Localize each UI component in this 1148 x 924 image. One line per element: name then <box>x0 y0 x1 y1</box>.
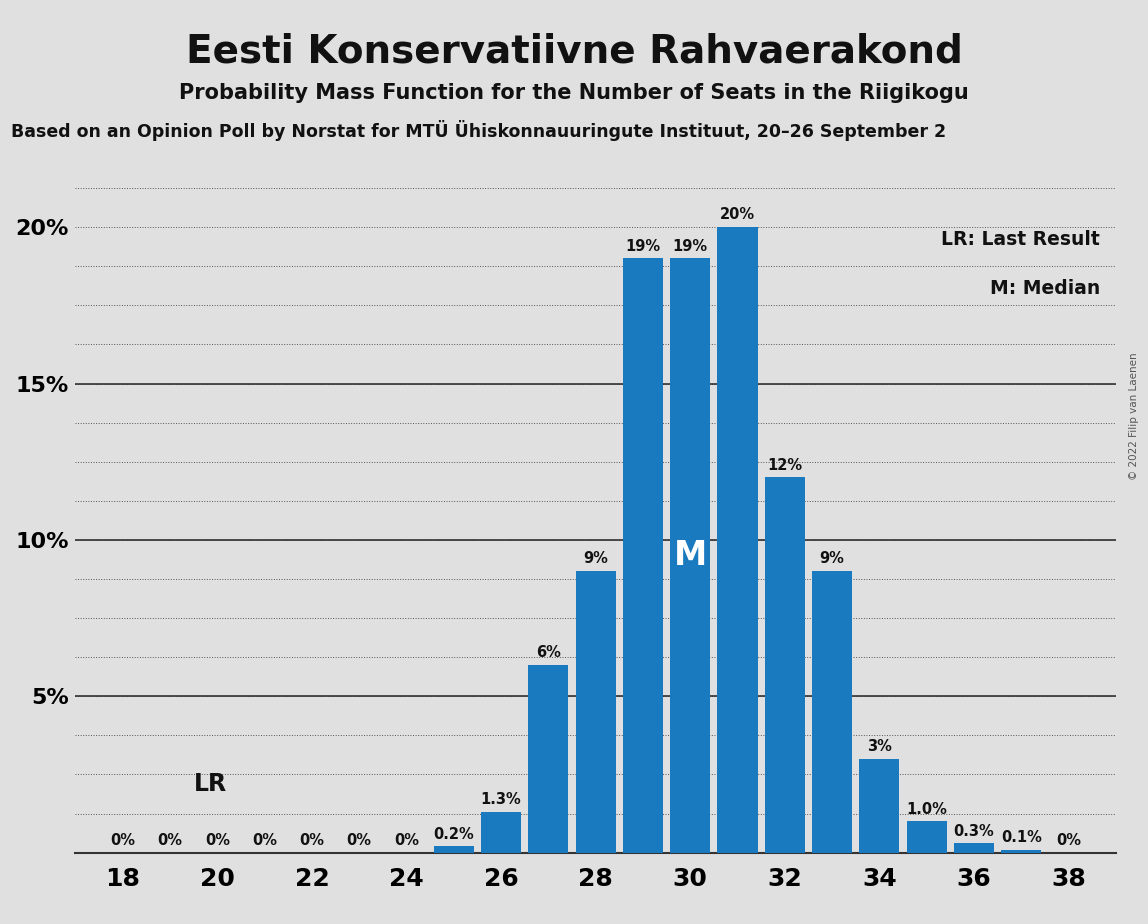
Text: Eesti Konservatiivne Rahvaerakond: Eesti Konservatiivne Rahvaerakond <box>186 32 962 70</box>
Bar <box>481 812 521 853</box>
Text: 6%: 6% <box>536 645 560 661</box>
Text: 9%: 9% <box>583 552 608 566</box>
Bar <box>907 821 947 853</box>
Text: Probability Mass Function for the Number of Seats in the Riigikogu: Probability Mass Function for the Number… <box>179 83 969 103</box>
Bar <box>670 259 711 853</box>
Text: 0%: 0% <box>157 833 183 848</box>
Bar <box>575 571 615 853</box>
Text: 0%: 0% <box>1056 833 1081 848</box>
Text: 0%: 0% <box>300 833 325 848</box>
Text: 0%: 0% <box>204 833 230 848</box>
Text: 0%: 0% <box>347 833 372 848</box>
Bar <box>434 846 474 853</box>
Bar <box>718 227 758 853</box>
Bar <box>623 259 664 853</box>
Text: LR: Last Result: LR: Last Result <box>941 230 1100 249</box>
Text: 19%: 19% <box>626 238 660 254</box>
Bar <box>954 844 994 853</box>
Text: © 2022 Filip van Laenen: © 2022 Filip van Laenen <box>1130 352 1139 480</box>
Text: 20%: 20% <box>720 208 755 223</box>
Bar <box>765 478 805 853</box>
Text: M: Median: M: Median <box>990 279 1100 298</box>
Text: 0%: 0% <box>110 833 135 848</box>
Text: 0%: 0% <box>253 833 277 848</box>
Text: 0.3%: 0.3% <box>954 823 994 839</box>
Text: 3%: 3% <box>867 739 892 754</box>
Text: M: M <box>674 539 707 572</box>
Bar <box>528 665 568 853</box>
Text: 1.0%: 1.0% <box>906 802 947 817</box>
Text: 1.3%: 1.3% <box>481 792 521 808</box>
Text: Based on an Opinion Poll by Norstat for MTÜ Ühiskonnauuringute Instituut, 20–26 : Based on an Opinion Poll by Norstat for … <box>11 120 947 141</box>
Bar <box>859 759 899 853</box>
Text: 0.1%: 0.1% <box>1001 830 1041 845</box>
Text: 0.2%: 0.2% <box>434 827 474 842</box>
Text: 19%: 19% <box>673 238 708 254</box>
Text: 12%: 12% <box>767 457 802 473</box>
Text: 0%: 0% <box>394 833 419 848</box>
Bar <box>812 571 852 853</box>
Bar <box>1001 849 1041 853</box>
Text: 9%: 9% <box>820 552 845 566</box>
Text: LR: LR <box>194 772 227 796</box>
